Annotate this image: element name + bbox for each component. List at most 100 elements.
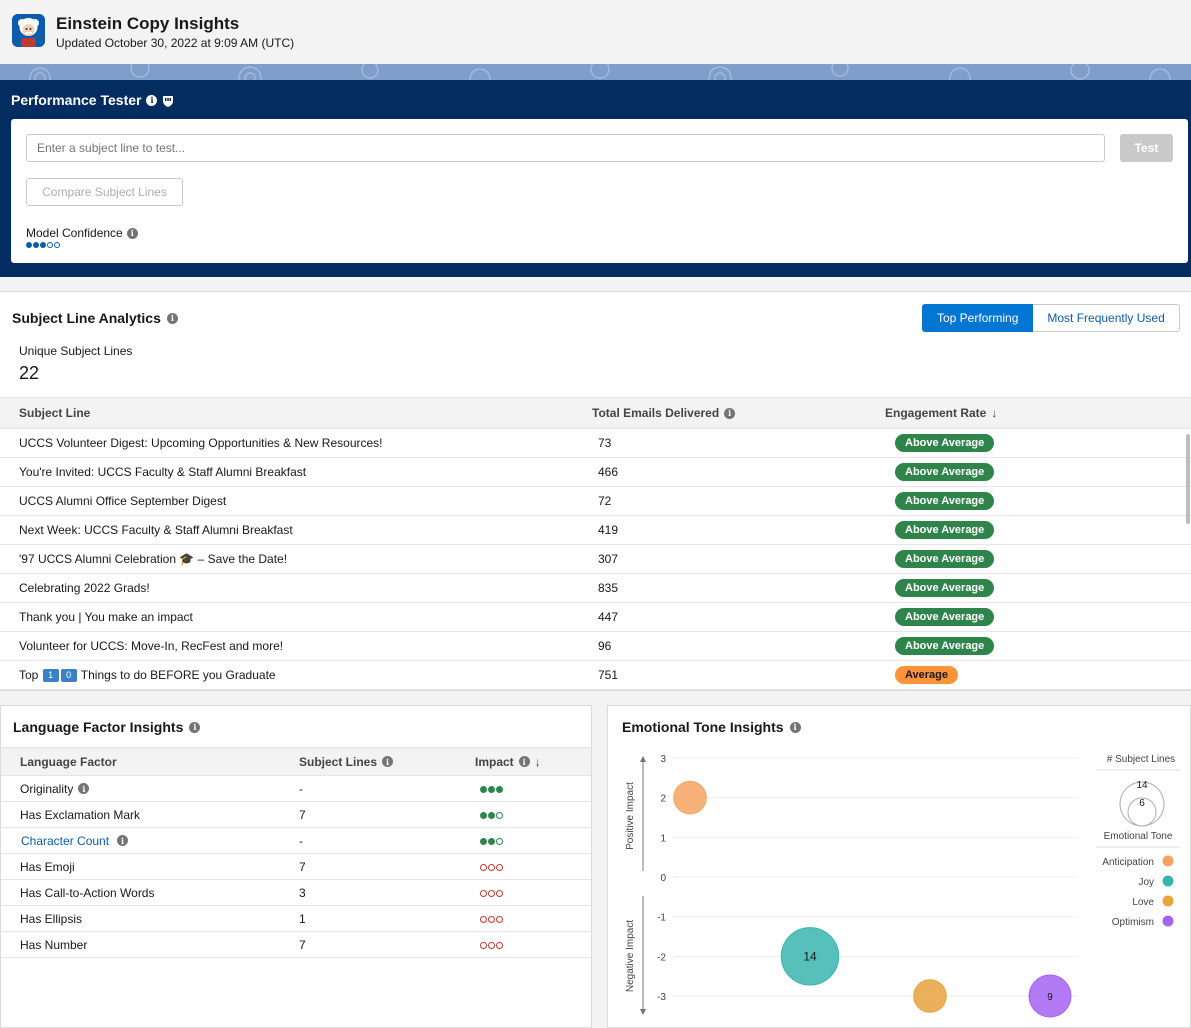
sort-descending-icon: ↓ (991, 406, 998, 420)
model-confidence-indicator (26, 242, 60, 248)
language-factor-table: Language Factor Subject Lines i Impact i ↓ … (1, 747, 591, 958)
keycap-one-emoji: 1 (42, 669, 59, 683)
emotional-tone-insights-panel: Emotional Tone Insights i 3 2 1 0 -1 -2 -3 Posi… (607, 705, 1191, 1028)
table-row[interactable]: Volunteer for UCCS: Move-In, RecFest and… (0, 631, 1191, 661)
legend-size-value: 14 (1136, 780, 1148, 791)
legend-label: Love (1132, 897, 1154, 908)
impact-dot (480, 941, 487, 949)
info-icon[interactable]: i (117, 835, 129, 846)
info-icon[interactable]: i (789, 721, 801, 733)
y-tick-label: 1 (660, 833, 666, 844)
subject-line-text: UCCS Volunteer Digest: Upcoming Opportun… (19, 436, 383, 450)
impact-dot (488, 785, 495, 793)
tab-most-frequently-used[interactable]: Most Frequently Used (1033, 304, 1180, 332)
table-row: Originality i - (1, 775, 591, 802)
bubble-anticipation[interactable] (673, 780, 707, 815)
y-tick-label: -2 (657, 952, 666, 963)
language-factor-cell[interactable]: Character Count i (20, 827, 299, 854)
legend-swatch-joy[interactable] (1162, 875, 1174, 887)
impact-dot (480, 837, 487, 845)
y-tick-label: -3 (657, 992, 666, 1003)
table-row[interactable]: Next Week: UCCS Faculty & Staff Alumni B… (0, 515, 1191, 545)
legend-swatch-love[interactable] (1162, 895, 1174, 907)
info-icon[interactable]: i (146, 94, 158, 106)
table-row[interactable]: '97 UCCS Alumni Celebration 🎓 – Save the… (0, 544, 1191, 574)
impact-cell (475, 801, 591, 828)
unique-subject-lines-label: Unique Subject Lines (19, 344, 133, 358)
impact-dot (496, 785, 503, 793)
subject-line-cell: UCCS Alumni Office September Digest (19, 486, 592, 516)
table-row[interactable]: Thank you | You make an impact 447 Above A… (0, 602, 1191, 632)
info-icon[interactable]: i (382, 756, 394, 767)
emails-delivered-cell: 73 (592, 428, 885, 458)
subject-line-analytics-title-text: Subject Line Analytics (12, 310, 161, 326)
table-row: Has Emoji 7 (1, 853, 591, 880)
info-icon[interactable]: i (518, 756, 530, 767)
subject-line-input[interactable] (26, 134, 1105, 162)
language-factor-label: Has Ellipsis (20, 912, 299, 926)
language-factor-label: Has Number (20, 938, 299, 952)
tab-top-performing[interactable]: Top Performing (922, 304, 1034, 332)
legend-swatch-optimism[interactable] (1162, 915, 1174, 927)
subject-lines-count: 3 (299, 879, 475, 906)
language-factor-cell: Has Emoji (20, 853, 299, 880)
engagement-rate-cell: Above Average (885, 486, 1191, 516)
bubble-optimism[interactable] (1028, 974, 1072, 1018)
performance-tester-panel: Performance Tester i Test Compare Subjec… (0, 80, 1191, 277)
info-icon[interactable]: i (78, 783, 90, 794)
einstein-logo-icon (12, 14, 45, 47)
emails-delivered-cell: 419 (592, 515, 885, 545)
impact-cell (475, 853, 591, 880)
subject-line-cell: Thank you | You make an impact (19, 602, 592, 632)
column-header-total-emails-delivered[interactable]: Total Emails Delivered i (592, 397, 885, 429)
analytics-view-toggle: Top Performing Most Frequently Used (922, 304, 1180, 332)
column-header-subject-lines[interactable]: Subject Lines i (299, 747, 475, 776)
language-factor-text[interactable]: Character Count (21, 833, 110, 848)
table-row[interactable]: Celebrating 2022 Grads! 835 Above Average (0, 573, 1191, 603)
subject-line-cell: '97 UCCS Alumni Celebration 🎓 – Save the… (19, 544, 592, 574)
subject-line-text: Things to do BEFORE you Graduate (77, 667, 276, 682)
table-row[interactable]: UCCS Alumni Office September Digest 72 Abo… (0, 486, 1191, 516)
y-tick-label: -1 (657, 913, 666, 924)
engagement-rate-cell: Above Average (885, 631, 1191, 661)
table-scrollbar[interactable] (1186, 434, 1190, 524)
language-factor-label: Has Emoji (20, 860, 299, 874)
column-header-engagement-rate[interactable]: Engagement Rate ↓ (885, 397, 1191, 429)
engagement-rate-badge: Above Average (895, 637, 995, 655)
column-header-subject-line[interactable]: Subject Line (19, 397, 592, 429)
bubble-love[interactable] (913, 979, 947, 1013)
info-icon[interactable]: i (126, 227, 138, 239)
column-header-impact[interactable]: Impact i ↓ (475, 747, 591, 776)
table-row: Has Call-to-Action Words 3 (1, 879, 591, 906)
info-icon[interactable]: i (724, 407, 736, 419)
language-factor-cell: Has Call-to-Action Words (20, 879, 299, 906)
impact-dot (496, 889, 503, 897)
table-row: Has Ellipsis 1 (1, 905, 591, 932)
table-row: Character Count i - (1, 827, 591, 854)
updated-timestamp: Updated October 30, 2022 at 9:09 AM (UTC… (56, 36, 295, 50)
engagement-rate-badge: Above Average (895, 521, 995, 539)
emails-delivered-value: 73 (598, 436, 612, 450)
test-button[interactable]: Test (1120, 134, 1173, 162)
compare-subject-lines-button[interactable]: Compare Subject Lines (26, 178, 183, 206)
subject-line-cell: Celebrating 2022 Grads! (19, 573, 592, 603)
info-icon[interactable]: i (189, 721, 201, 733)
info-icon[interactable]: i (166, 312, 178, 324)
y-tick-label: 2 (660, 794, 666, 805)
engagement-rate-cell: Average (885, 660, 1191, 690)
bubble-joy[interactable] (780, 927, 840, 986)
language-factor-label: Has Exclamation Mark (20, 808, 299, 822)
table-row[interactable]: UCCS Volunteer Digest: Upcoming Opportun… (0, 428, 1191, 458)
subject-line-cell: UCCS Volunteer Digest: Upcoming Opportun… (19, 428, 592, 458)
column-header-language-factor[interactable]: Language Factor (20, 747, 299, 776)
impact-dot (488, 811, 495, 819)
subject-line-text: Thank you | You make an impact (19, 610, 193, 624)
table-row[interactable]: You're Invited: UCCS Faculty & Staff Alu… (0, 457, 1191, 487)
legend-swatch-anticipation[interactable] (1162, 855, 1174, 867)
engagement-rate-cell: Above Average (885, 544, 1191, 574)
legend-label: Optimism (1112, 917, 1154, 928)
y-axis-label-negative: Negative Impact (625, 920, 636, 992)
column-header-text: Subject Lines (299, 754, 378, 769)
emotional-tone-insights-title-text: Emotional Tone Insights (622, 719, 784, 735)
